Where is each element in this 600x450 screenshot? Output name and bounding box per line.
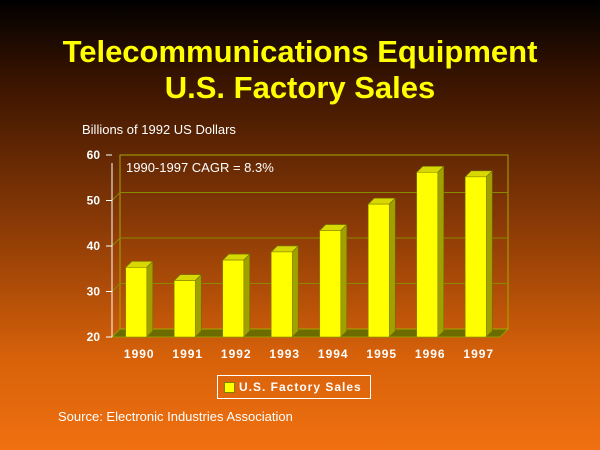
bar — [464, 176, 487, 338]
x-tick-label: 1995 — [366, 347, 397, 361]
bar-side — [243, 253, 251, 338]
x-tick-label: 1993 — [269, 347, 300, 361]
y-tick-label: 60 — [87, 148, 101, 162]
chart-floor — [110, 328, 510, 338]
gridline-side — [111, 283, 121, 292]
x-tick-label: 1990 — [124, 347, 155, 361]
gridline-side — [111, 192, 121, 201]
bar-side — [340, 223, 348, 338]
bar — [319, 230, 342, 338]
gridline-side — [111, 237, 121, 247]
cagr-annotation: 1990-1997 CAGR = 8.3% — [126, 160, 274, 175]
bar — [367, 203, 390, 338]
bar-side — [388, 197, 396, 338]
y-tick-label: 40 — [87, 239, 101, 253]
y-tick-label: 30 — [87, 285, 101, 299]
x-tick-label: 1991 — [172, 347, 203, 361]
bar-side — [485, 170, 493, 338]
chart-legend: U.S. Factory Sales — [217, 375, 371, 399]
slide-title-line2: U.S. Factory Sales — [164, 70, 436, 105]
bar-side — [291, 245, 299, 338]
y-tick-label: 50 — [87, 194, 101, 208]
bar — [125, 267, 148, 338]
legend-swatch — [224, 381, 235, 393]
bar-side — [437, 165, 445, 338]
source-note: Source: Electronic Industries Associatio… — [58, 409, 293, 424]
bar — [270, 251, 293, 338]
legend-label: U.S. Factory Sales — [239, 380, 362, 394]
bar — [222, 259, 245, 338]
plot-area — [119, 154, 509, 330]
bar — [173, 280, 196, 338]
x-tick-label: 1994 — [318, 347, 349, 361]
y-axis-label: Billions of 1992 US Dollars — [82, 122, 236, 137]
x-tick-label: 1996 — [415, 347, 446, 361]
x-tick-label: 1997 — [463, 347, 494, 361]
x-tick-label: 1992 — [221, 347, 252, 361]
y-tick-label: 20 — [87, 330, 101, 344]
bar-side — [146, 260, 154, 338]
slide-title-line1: Telecommunications Equipment — [62, 34, 538, 69]
bar-side — [194, 273, 202, 338]
bar — [416, 171, 439, 338]
